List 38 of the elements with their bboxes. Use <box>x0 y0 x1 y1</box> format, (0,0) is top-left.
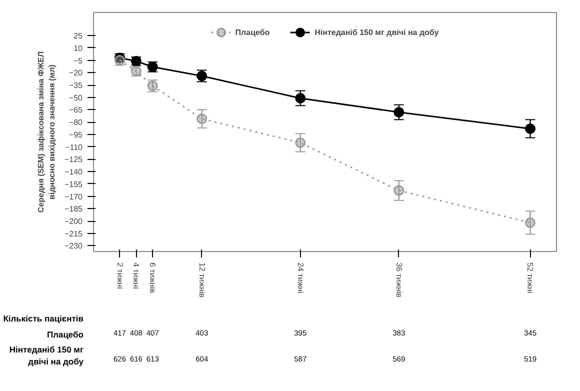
y-tick-label: −110 <box>65 142 84 152</box>
y-tick-label: −20 <box>68 68 84 78</box>
text: Плацебо <box>46 330 84 340</box>
legend-label: Плацебо <box>235 28 270 36</box>
y-tick-label: −5 <box>73 56 84 66</box>
y-tick-label: −50 <box>68 93 84 102</box>
y-tick-label: 10 <box>74 44 84 53</box>
y-tick-label: −200 <box>64 217 84 226</box>
y-tick-label: 25 <box>74 32 84 41</box>
x-tick-label: 52 тижні <box>526 262 535 294</box>
point <box>524 123 536 134</box>
point <box>196 114 208 124</box>
point <box>295 137 306 148</box>
y-tick-label: −35 <box>68 81 84 90</box>
x-tick-label: 4 тижні <box>132 262 141 290</box>
x-tick-label: 36 тижнів <box>394 262 404 298</box>
text: Нінтеданіб 150 мг двічі на добу <box>9 344 84 366</box>
y-tick-label: −140 <box>64 168 84 177</box>
y-tick-label: −215 <box>64 229 84 238</box>
y-tick-label: −170 <box>64 192 84 202</box>
x-tick-label: 24 тижні <box>296 262 305 294</box>
x-tick-label: 12 тижнів <box>197 262 206 298</box>
legend-label: Нінтеданіб 150 мг двічі на добу <box>314 28 439 36</box>
x-tick-label: 6 тижнів <box>148 262 158 294</box>
y-tick-label: −230 <box>64 242 84 251</box>
text: Кількість пацієнтів <box>3 314 84 324</box>
y-axis-title: Середня (SEM) зафіксована зміна ФЖЕЛ відносно вихідного значення (мл) <box>36 51 56 213</box>
x-tick-label: 2 тижні <box>115 262 124 290</box>
point <box>394 185 404 196</box>
point <box>394 106 404 118</box>
y-tick-label: −80 <box>68 118 84 128</box>
y-tick-label: −95 <box>68 130 84 140</box>
y-tick-label: −185 <box>64 204 84 214</box>
y-tick-label: −125 <box>64 155 84 164</box>
point <box>295 92 306 104</box>
point <box>524 217 536 228</box>
y-tick-label: −65 <box>68 106 84 115</box>
y-tick-label: −155 <box>64 180 84 189</box>
